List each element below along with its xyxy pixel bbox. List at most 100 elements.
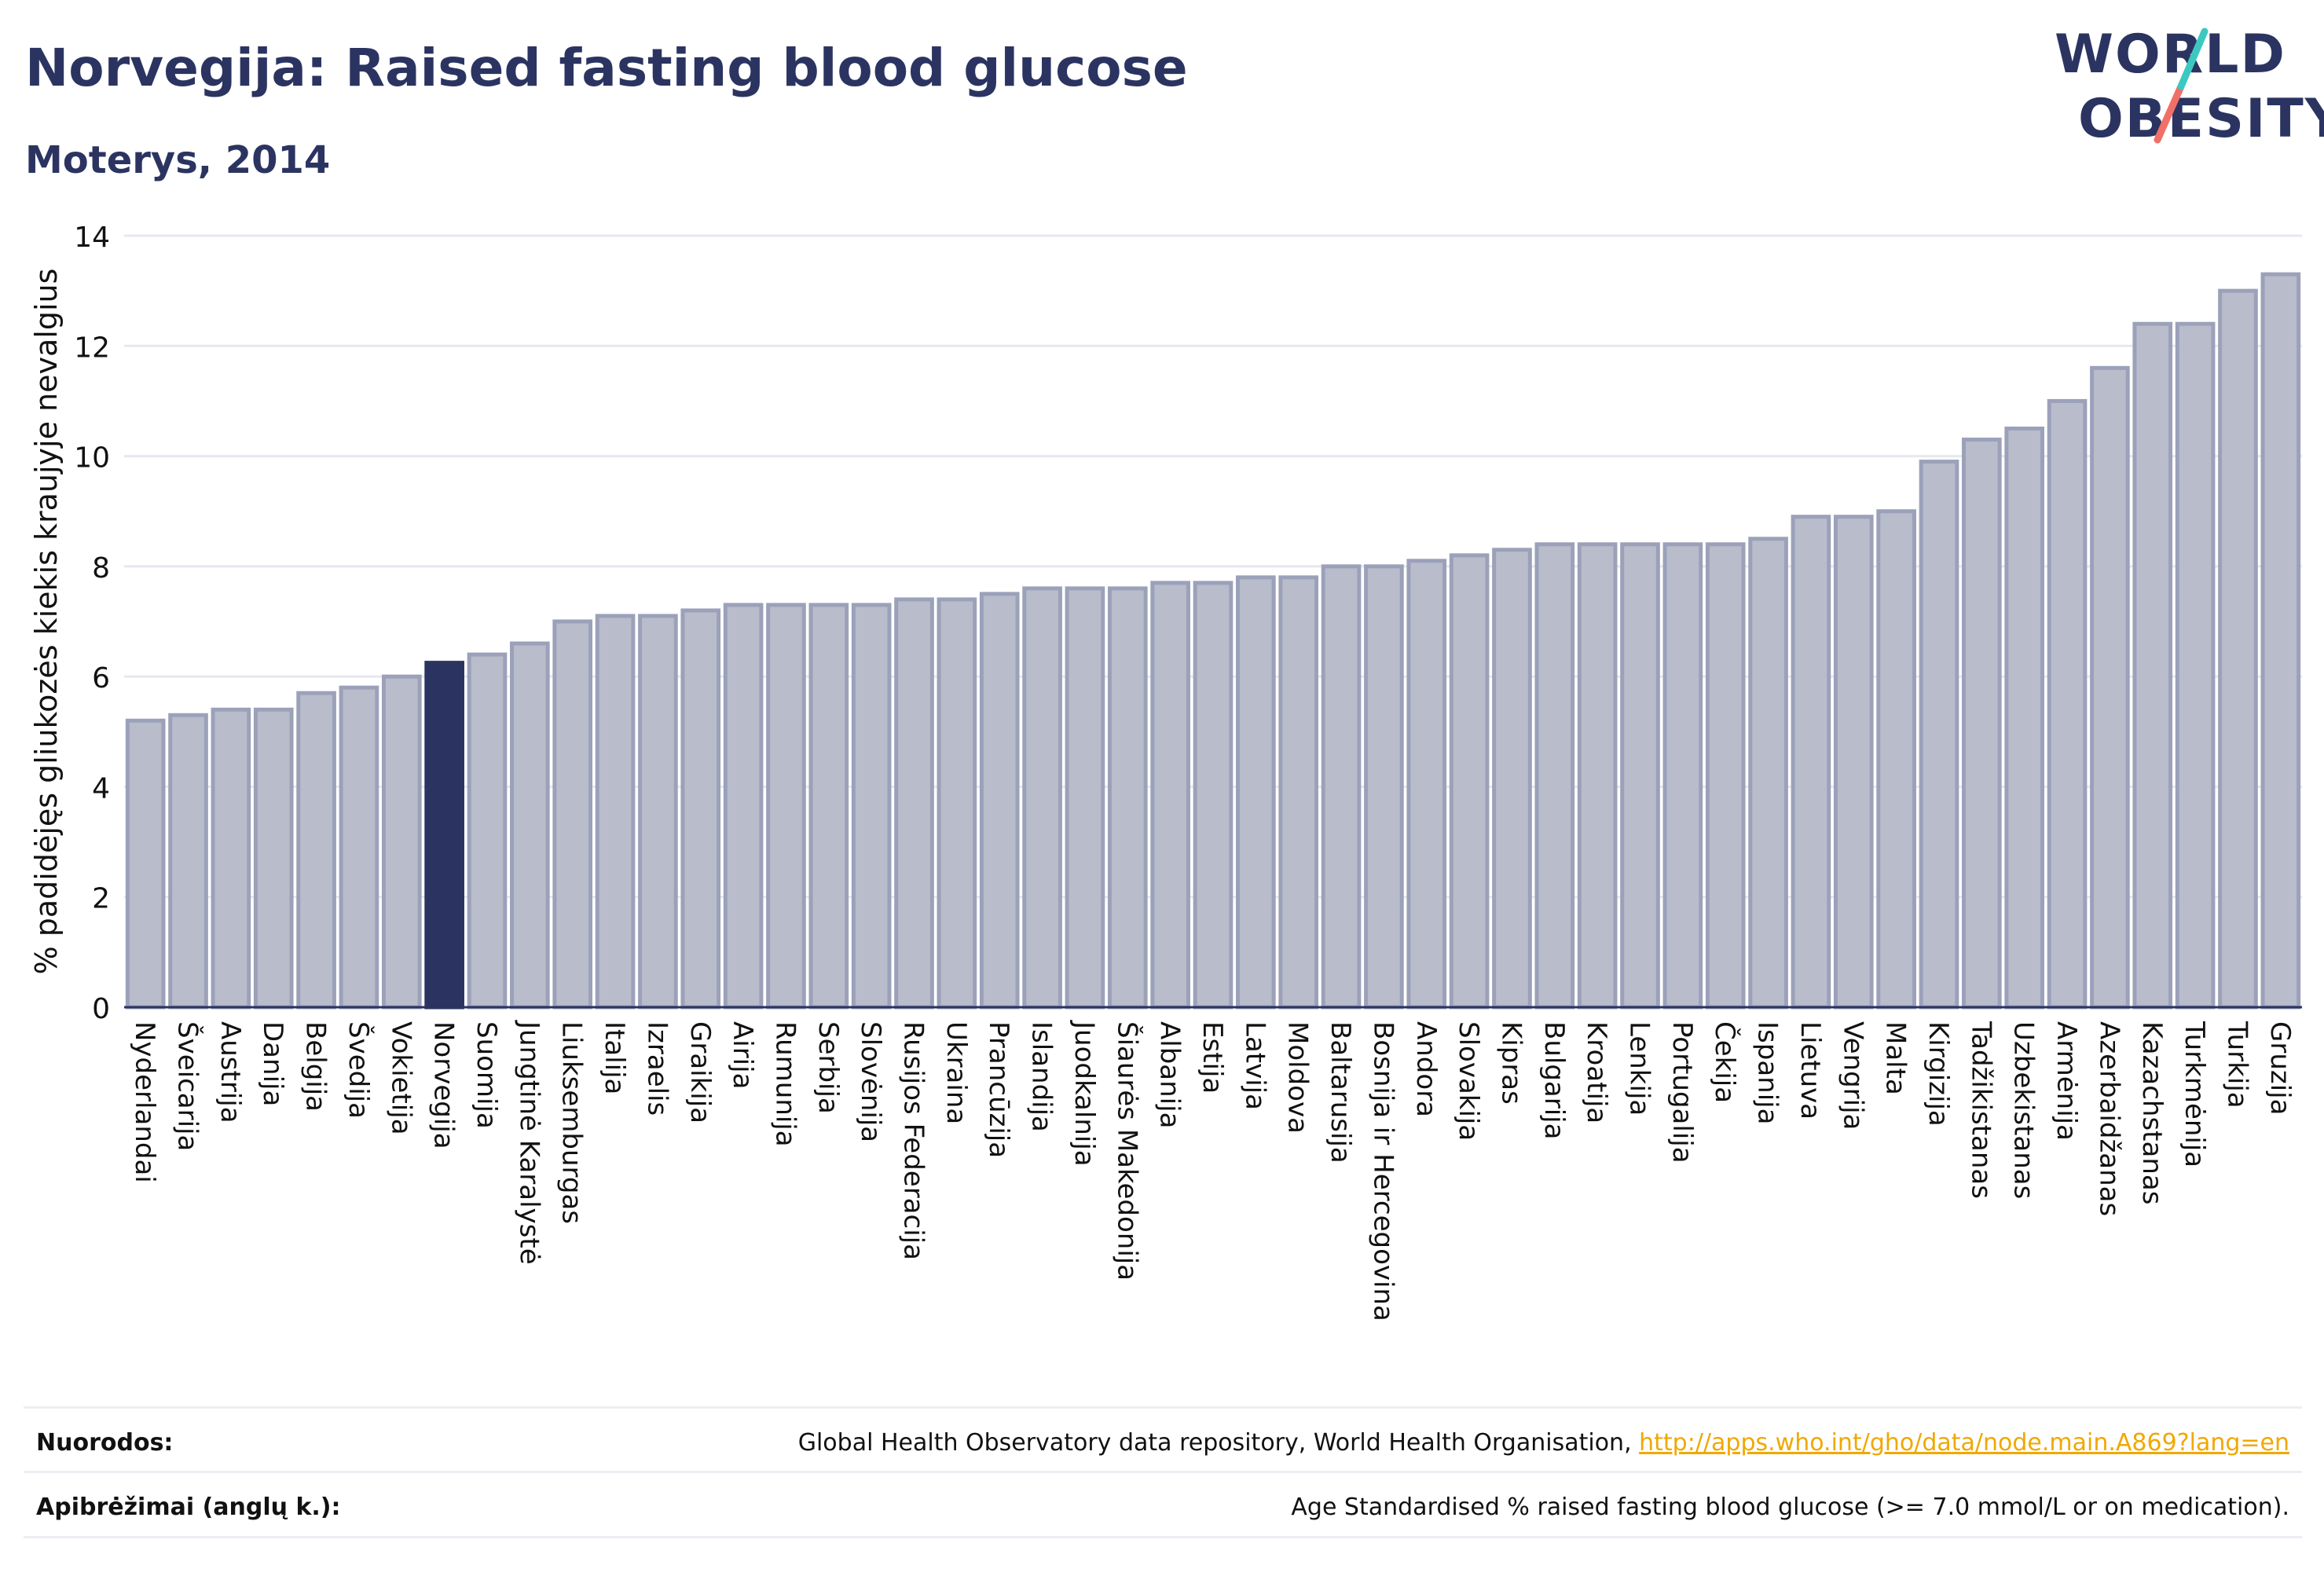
footer-sources-value: Global Health Observatory data repositor… — [798, 1429, 2289, 1457]
x-tick-label: Lietuva — [1794, 1021, 1826, 1120]
x-tick-label: Baltarusija — [1325, 1021, 1356, 1164]
bar — [1236, 575, 1276, 1010]
x-tick-label: Airija — [727, 1021, 758, 1089]
bar — [168, 713, 208, 1010]
x-tick-label: Albanija — [1154, 1021, 1186, 1128]
bar — [2218, 288, 2258, 1010]
bar — [467, 652, 508, 1010]
x-tick-label: Norvegija — [428, 1021, 460, 1149]
x-tick-label: Islandija — [1026, 1021, 1058, 1132]
bar — [723, 603, 764, 1010]
bar — [1321, 564, 1362, 1010]
bar — [680, 608, 721, 1010]
y-tick-label: 6 — [92, 662, 110, 695]
bar — [1748, 537, 1788, 1010]
x-tick-label: Andora — [1410, 1021, 1442, 1117]
footer-sources-link[interactable]: http://apps.who.int/gho/data/node.main.A… — [1639, 1429, 2289, 1457]
bar — [1406, 559, 1447, 1010]
y-tick-label: 12 — [74, 332, 110, 364]
x-tick-label: Kroatija — [1581, 1021, 1612, 1123]
chart-title: Norvegija: Raised fasting blood glucose — [25, 38, 1188, 98]
x-tick-label: Juodkalnija — [1069, 1020, 1100, 1167]
x-tick-label: Ispanija — [1752, 1021, 1783, 1124]
x-tick-label: Serbija — [812, 1021, 844, 1114]
bar — [851, 603, 892, 1010]
bar — [766, 603, 806, 1010]
bar — [1065, 586, 1105, 1010]
bar — [595, 614, 636, 1010]
x-tick-label: Bosnija ir Hercegovina — [1367, 1021, 1398, 1321]
bar — [808, 603, 849, 1010]
x-tick-label: Bulgarija — [1538, 1021, 1570, 1139]
footer-sources-row: Nuorodos: Global Health Observatory data… — [24, 1406, 2302, 1472]
logo-text-world: WORLD — [2055, 24, 2286, 86]
bar — [1150, 581, 1190, 1010]
bar — [1876, 509, 1916, 1010]
bar — [2132, 321, 2173, 1010]
x-tick-label: Nyderlandai — [129, 1021, 160, 1183]
bar — [1577, 542, 1618, 1010]
footer-definitions-value: Age Standardised % raised fasting blood … — [1291, 1494, 2289, 1521]
x-tick-label: Tadžikistanas — [1965, 1021, 1996, 1199]
x-tick-label: Slovakija — [1453, 1021, 1484, 1141]
chart-subtitle: Moterys, 2014 — [25, 138, 331, 182]
x-tick-label: Armėnija — [2051, 1021, 2082, 1141]
y-tick-label: 0 — [92, 993, 110, 1025]
x-tick-label: Kazachstanas — [2136, 1021, 2168, 1204]
x-tick-label: Portugalija — [1666, 1021, 1698, 1164]
bar — [1705, 542, 1746, 1010]
bar — [211, 707, 251, 1010]
bar — [638, 614, 678, 1010]
x-tick-label: Estija — [1197, 1021, 1228, 1094]
x-tick-label: Gruzija — [2264, 1021, 2296, 1115]
x-tick-label: Graikija — [684, 1021, 716, 1123]
bar — [1791, 515, 1831, 1010]
bar — [2047, 398, 2088, 1010]
bar — [1919, 460, 1959, 1010]
x-tick-label: Šveicarija — [172, 1021, 204, 1151]
y-tick-label: 14 — [74, 222, 110, 254]
footer-sources-label: Nuorodos: — [36, 1429, 174, 1457]
bar — [2090, 365, 2130, 1010]
bar — [1193, 581, 1233, 1010]
x-tick-label: Liuksemburgas — [556, 1021, 588, 1224]
x-tick-label: Ukraina — [940, 1021, 972, 1124]
x-tick-label: Švedija — [343, 1021, 375, 1119]
bar — [937, 597, 977, 1010]
x-tick-label: Rumunija — [769, 1021, 801, 1147]
bar — [1662, 542, 1703, 1010]
y-axis-label: % padidėjęs gliukozės kiekis kraujyje ne… — [29, 269, 64, 975]
bar — [1449, 553, 1490, 1010]
x-tick-label: Izraelis — [641, 1021, 673, 1116]
x-tick-label: Moldova — [1282, 1021, 1314, 1134]
bar — [2260, 272, 2301, 1010]
x-tick-label: Belgija — [300, 1021, 332, 1112]
x-tick-label: Prancūzija — [983, 1021, 1014, 1158]
x-tick-label: Malta — [1880, 1021, 1912, 1095]
x-tick-label: Jungtinė Karalystė — [513, 1020, 544, 1265]
y-tick-label: 2 — [92, 883, 110, 915]
bar — [1492, 548, 1532, 1010]
bar — [1962, 438, 2002, 1010]
x-tick-label: Vokietija — [385, 1021, 416, 1135]
footer-definitions-row: Apibrėžimai (anglų k.): Age Standardised… — [24, 1471, 2302, 1538]
bar — [1833, 515, 1874, 1010]
bar — [510, 641, 550, 1010]
footer-sources-text: Global Health Observatory data repositor… — [797, 1429, 1640, 1457]
y-tick-label: 10 — [74, 442, 110, 475]
bar — [424, 661, 464, 1010]
x-tick-label: Čekija — [1709, 1021, 1741, 1103]
bar — [1620, 542, 1660, 1010]
bar — [381, 674, 422, 1010]
bar — [1107, 586, 1148, 1010]
bar — [979, 592, 1020, 1010]
bar — [296, 691, 336, 1010]
x-tick-label: Turkija — [2221, 1021, 2253, 1109]
x-tick-label: Šiaurės Makedonija — [1111, 1021, 1143, 1281]
x-tick-label: Rusijos Federacija — [898, 1021, 929, 1260]
bar — [1534, 542, 1575, 1010]
x-tick-label: Kipras — [1495, 1021, 1527, 1105]
x-tick-label: Kirgizija — [1923, 1021, 1954, 1127]
x-tick-label: Italija — [599, 1021, 630, 1094]
bar — [552, 619, 593, 1010]
